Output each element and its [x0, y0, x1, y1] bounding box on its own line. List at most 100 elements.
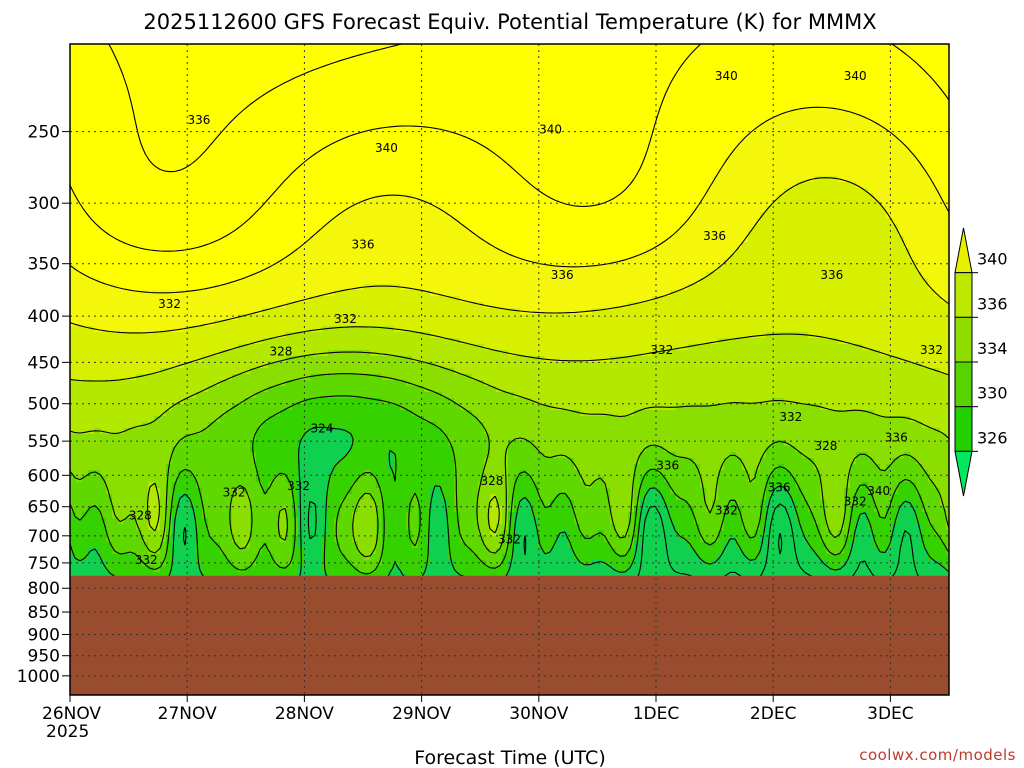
- field-cell: [250, 134, 257, 141]
- field-cell: [184, 146, 191, 153]
- field-cell: [334, 86, 341, 93]
- field-cell: [274, 140, 281, 147]
- field-cell: [178, 572, 185, 579]
- field-cell: [334, 74, 341, 81]
- field-cell: [106, 104, 113, 111]
- field-cell: [82, 200, 89, 207]
- field-cell: [298, 284, 305, 291]
- field-cell: [322, 158, 329, 165]
- field-cell: [214, 326, 221, 333]
- field-cell: [76, 332, 83, 339]
- field-cell: [322, 74, 329, 81]
- field-cell: [202, 506, 209, 513]
- field-cell: [262, 476, 269, 483]
- field-cell: [262, 212, 269, 219]
- field-cell: [190, 362, 197, 369]
- field-cell: [238, 536, 245, 543]
- field-cell: [70, 398, 77, 405]
- field-cell: [214, 500, 221, 507]
- field-cell: [178, 260, 185, 267]
- field-cell: [334, 110, 341, 117]
- field-cell: [82, 470, 89, 477]
- field-cell: [154, 278, 161, 285]
- field-cell: [334, 248, 341, 255]
- field-cell: [268, 326, 275, 333]
- field-cell: [304, 122, 311, 129]
- field-cell: [118, 218, 125, 225]
- field-cell: [136, 398, 143, 405]
- field-cell: [238, 218, 245, 225]
- field-cell: [220, 380, 227, 387]
- field-cell: [244, 446, 251, 453]
- field-cell: [250, 518, 257, 525]
- field-cell: [322, 260, 329, 267]
- field-cell: [238, 182, 245, 189]
- field-cell: [328, 164, 335, 171]
- field-cell: [148, 488, 155, 495]
- field-cell: [340, 572, 347, 579]
- field-cell: [304, 422, 311, 429]
- field-cell: [310, 452, 317, 459]
- field-cell: [100, 170, 107, 177]
- field-cell: [208, 176, 215, 183]
- field-cell: [304, 482, 311, 489]
- field-cell: [262, 230, 269, 237]
- field-cell: [220, 308, 227, 315]
- field-cell: [208, 446, 215, 453]
- field-cell: [232, 482, 239, 489]
- field-cell: [328, 80, 335, 87]
- field-cell: [256, 464, 263, 471]
- field-cell: [142, 278, 149, 285]
- field-cell: [196, 314, 203, 321]
- field-cell: [106, 50, 113, 57]
- field-cell: [112, 542, 119, 549]
- field-cell: [112, 230, 119, 237]
- field-cell: [310, 104, 317, 111]
- field-cell: [160, 512, 167, 519]
- field-cell: [286, 428, 293, 435]
- field-cell: [190, 254, 197, 261]
- field-cell: [178, 206, 185, 213]
- field-cell: [202, 164, 209, 171]
- field-cell: [226, 488, 233, 495]
- field-cell: [154, 566, 161, 573]
- field-cell: [280, 200, 287, 207]
- field-cell: [328, 146, 335, 153]
- field-cell: [256, 194, 263, 201]
- field-cell: [190, 260, 197, 267]
- field-cell: [154, 302, 161, 309]
- field-cell: [262, 524, 269, 531]
- field-cell: [76, 206, 83, 213]
- field-cell: [178, 374, 185, 381]
- field-cell: [112, 62, 119, 69]
- field-cell: [310, 356, 317, 363]
- field-cell: [82, 86, 89, 93]
- field-cell: [208, 56, 215, 63]
- field-cell: [160, 230, 167, 237]
- field-cell: [208, 248, 215, 255]
- field-cell: [316, 188, 323, 195]
- field-cell: [88, 248, 95, 255]
- field-cell: [340, 290, 347, 297]
- field-cell: [118, 266, 125, 273]
- field-cell: [250, 74, 257, 81]
- field-cell: [88, 86, 95, 93]
- field-cell: [70, 482, 77, 489]
- field-cell: [136, 296, 143, 303]
- field-cell: [118, 392, 125, 399]
- field-cell: [322, 116, 329, 123]
- field-cell: [328, 158, 335, 165]
- field-cell: [154, 404, 161, 411]
- field-cell: [226, 320, 233, 327]
- field-cell: [292, 320, 299, 327]
- field-cell: [100, 74, 107, 81]
- field-cell: [70, 308, 77, 315]
- field-cell: [292, 110, 299, 117]
- field-cell: [94, 86, 101, 93]
- field-cell: [256, 422, 263, 429]
- field-cell: [298, 50, 305, 57]
- field-cell: [142, 320, 149, 327]
- field-cell: [226, 338, 233, 345]
- field-cell: [262, 56, 269, 63]
- field-cell: [88, 566, 95, 573]
